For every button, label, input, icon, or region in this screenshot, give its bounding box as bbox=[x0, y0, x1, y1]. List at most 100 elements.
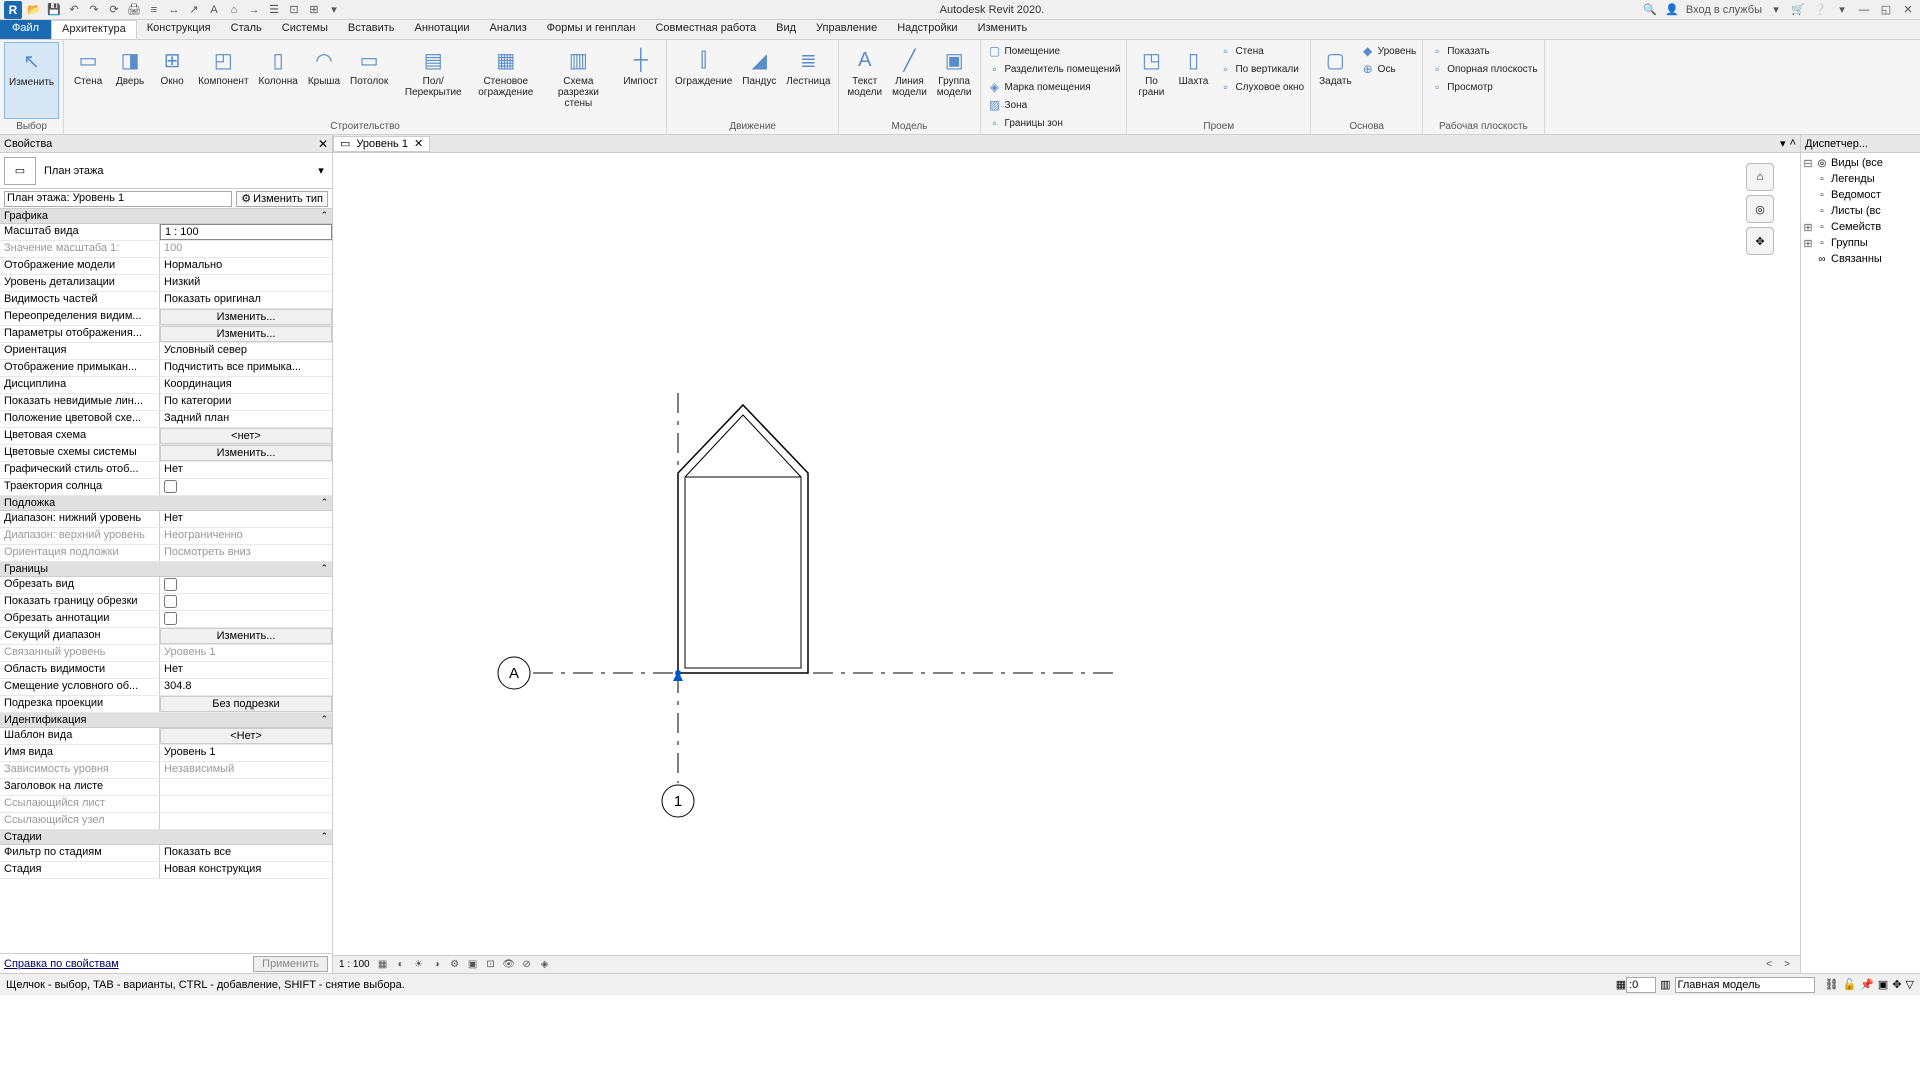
prop-checkbox[interactable] bbox=[164, 595, 177, 608]
prop-value[interactable]: Подчистить все примыка... bbox=[160, 360, 332, 376]
prop-value[interactable]: Новая конструкция bbox=[160, 862, 332, 878]
tree-expander-icon[interactable]: ⊟ bbox=[1803, 157, 1813, 170]
prop-value[interactable] bbox=[160, 611, 332, 627]
canvas[interactable]: A 1 ⌂ ◎ ✥ bbox=[333, 153, 1800, 955]
wall-inner[interactable] bbox=[685, 415, 801, 668]
thin-lines-icon[interactable]: ☰ bbox=[266, 2, 282, 18]
ribbon-btn-2-2[interactable]: ≣Лестница bbox=[782, 42, 834, 119]
prop-value[interactable]: Показать оригинал bbox=[160, 292, 332, 308]
view-tab-close-icon[interactable]: ✕ bbox=[414, 137, 423, 150]
prev-view-icon[interactable]: ˄ bbox=[1790, 137, 1796, 150]
reveal-icon[interactable]: ◈ bbox=[538, 958, 552, 972]
prop-value[interactable]: Координация bbox=[160, 377, 332, 393]
rendering-icon[interactable]: ⚙ bbox=[448, 958, 462, 972]
help-dropdown-icon[interactable]: ▾ bbox=[1834, 2, 1850, 18]
editable-icon[interactable]: 🔓 bbox=[1843, 978, 1857, 991]
tree-node-4[interactable]: ⊞▫Семейств bbox=[1803, 219, 1918, 235]
tab-2[interactable]: Сталь bbox=[221, 20, 272, 39]
prop-value[interactable]: <Нет> bbox=[160, 728, 332, 744]
ribbon-btn-small-7-2[interactable]: ▫Просмотр bbox=[1427, 78, 1539, 96]
tree-node-3[interactable]: ▫Листы (вс bbox=[1803, 203, 1918, 219]
tab-7[interactable]: Формы и генплан bbox=[537, 20, 646, 39]
ribbon-btn-5-1[interactable]: ▯Шахта bbox=[1173, 42, 1213, 119]
apply-button[interactable]: Применить bbox=[253, 956, 328, 972]
tab-5[interactable]: Аннотации bbox=[405, 20, 480, 39]
ribbon-btn-small-5-1[interactable]: ▫По вертикали bbox=[1215, 60, 1306, 78]
ribbon-btn-2-0[interactable]: ⫿Ограждение bbox=[671, 42, 736, 119]
measure-icon[interactable]: ≡ bbox=[146, 2, 162, 18]
prop-value[interactable]: Посмотреть вниз bbox=[160, 545, 332, 561]
ribbon-btn-1-9[interactable]: ▥Схема разрезкистены bbox=[539, 42, 617, 119]
hide-icon[interactable]: 👁 bbox=[502, 958, 516, 972]
open-icon[interactable]: 📂 bbox=[26, 2, 42, 18]
selection-count-icon[interactable]: ▦ bbox=[1616, 978, 1626, 991]
prop-value[interactable]: Показать все bbox=[160, 845, 332, 861]
view-scale[interactable]: 1 : 100 bbox=[339, 959, 370, 970]
prop-value[interactable]: Изменить... bbox=[160, 326, 332, 342]
prop-value[interactable] bbox=[160, 813, 332, 829]
ribbon-btn-small-5-0[interactable]: ▫Стена bbox=[1215, 42, 1306, 60]
tree-node-6[interactable]: ∞Связанны bbox=[1803, 251, 1918, 267]
filter-sel-icon[interactable]: ▽ bbox=[1906, 978, 1914, 991]
collapse-icon[interactable]: ⌃ bbox=[320, 210, 328, 222]
temp-hide-icon[interactable]: ⊘ bbox=[520, 958, 534, 972]
ribbon-btn-small-7-1[interactable]: ▫Опорная плоскость bbox=[1427, 60, 1539, 78]
ribbon-btn-3-1[interactable]: ╱Линиямодели bbox=[888, 42, 931, 119]
prop-checkbox[interactable] bbox=[164, 578, 177, 591]
prop-value[interactable]: Неограниченно bbox=[160, 528, 332, 544]
prop-value[interactable]: Низкий bbox=[160, 275, 332, 291]
prop-value[interactable]: <нет> bbox=[160, 428, 332, 444]
qat-dropdown-icon[interactable]: ▾ bbox=[326, 2, 342, 18]
tile-views-icon[interactable]: ▾ bbox=[1780, 137, 1786, 150]
prop-value[interactable]: Нет bbox=[160, 462, 332, 478]
tab-8[interactable]: Совместная работа bbox=[645, 20, 766, 39]
ribbon-btn-5-0[interactable]: ◳Пограни bbox=[1131, 42, 1171, 119]
tree-node-1[interactable]: ▫Легенды bbox=[1803, 171, 1918, 187]
close-hidden-icon[interactable]: ⊡ bbox=[286, 2, 302, 18]
ribbon-btn-1-5[interactable]: ◠Крыша bbox=[304, 42, 344, 119]
prop-value[interactable]: 100 bbox=[160, 241, 332, 257]
prop-value[interactable] bbox=[160, 594, 332, 610]
collapse-icon[interactable]: ⌃ bbox=[320, 563, 328, 575]
prop-group-header[interactable]: Границы⌃ bbox=[0, 562, 332, 577]
dim-icon[interactable]: ↔ bbox=[166, 2, 182, 18]
section-icon[interactable]: → bbox=[246, 2, 262, 18]
ribbon-btn-1-4[interactable]: ▯Колонна bbox=[255, 42, 302, 119]
undo-icon[interactable]: ↶ bbox=[66, 2, 82, 18]
nav-wheel-icon[interactable]: ◎ bbox=[1746, 195, 1774, 223]
ribbon-btn-1-1[interactable]: ◨Дверь bbox=[110, 42, 150, 119]
crop-icon[interactable]: ▣ bbox=[466, 958, 480, 972]
tag-icon[interactable]: ↗ bbox=[186, 2, 202, 18]
prop-group-header[interactable]: Подложка⌃ bbox=[0, 496, 332, 511]
ribbon-btn-1-2[interactable]: ⊞Окно bbox=[152, 42, 192, 119]
prop-group-header[interactable]: Стадии⌃ bbox=[0, 830, 332, 845]
text-icon[interactable]: A bbox=[206, 2, 222, 18]
link-icon[interactable]: ⛓ bbox=[1825, 978, 1839, 991]
save-icon[interactable]: 💾 bbox=[46, 2, 62, 18]
prop-value[interactable]: Уровень 1 bbox=[160, 745, 332, 761]
select-pinned-icon[interactable]: 📌 bbox=[1860, 978, 1874, 991]
ribbon-btn-1-8[interactable]: ▦Стеновоеограждение bbox=[474, 42, 537, 119]
login-label[interactable]: Вход в службы bbox=[1686, 4, 1762, 16]
tab-1[interactable]: Конструкция bbox=[137, 20, 221, 39]
collapse-icon[interactable]: ⌃ bbox=[320, 714, 328, 726]
print-icon[interactable]: 🖨 bbox=[126, 2, 142, 18]
ribbon-btn-1-6[interactable]: ▭Потолок bbox=[346, 42, 392, 119]
sun-path-icon[interactable]: ☀ bbox=[412, 958, 426, 972]
selection-count-input[interactable] bbox=[1626, 977, 1656, 993]
tab-file[interactable]: Файл bbox=[0, 20, 51, 39]
ribbon-btn-3-2[interactable]: ▣Группамодели bbox=[933, 42, 976, 119]
prop-value[interactable]: Без подрезки bbox=[160, 696, 332, 712]
tree-node-0[interactable]: ⊟◎Виды (все bbox=[1803, 155, 1918, 171]
sync-icon[interactable]: ⟳ bbox=[106, 2, 122, 18]
ribbon-btn-small-4-4[interactable]: ▫Границы зон bbox=[985, 114, 1123, 132]
prop-checkbox[interactable] bbox=[164, 480, 177, 493]
scroll-left-icon[interactable]: < bbox=[1762, 958, 1776, 972]
ribbon-btn-small-4-2[interactable]: ◈Марка помещения bbox=[985, 78, 1123, 96]
tree-expander-icon[interactable]: ⊞ bbox=[1803, 221, 1813, 234]
tree-node-2[interactable]: ▫Ведомост bbox=[1803, 187, 1918, 203]
ribbon-btn-small-4-1[interactable]: ▫Разделитель помещений bbox=[985, 60, 1123, 78]
detail-level-icon[interactable]: ▦ bbox=[376, 958, 390, 972]
ribbon-btn-small-5-2[interactable]: ▫Слуховое окно bbox=[1215, 78, 1306, 96]
close-icon[interactable]: ✕ bbox=[1900, 2, 1916, 18]
